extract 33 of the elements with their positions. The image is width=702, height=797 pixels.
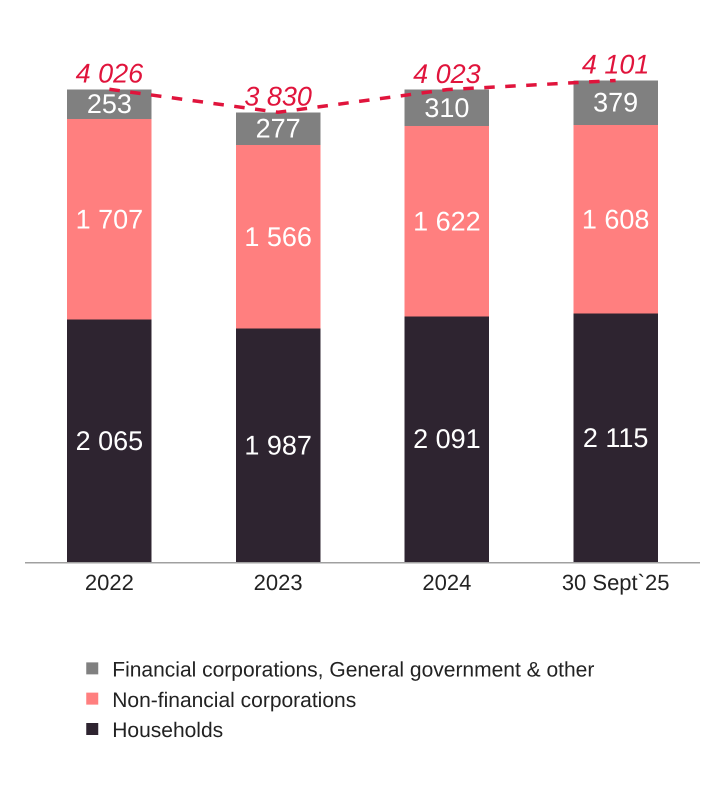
- bar: [573, 124, 658, 314]
- data-label: 277: [256, 114, 301, 144]
- bar: [67, 119, 152, 320]
- bar: [67, 320, 152, 562]
- data-label: 2 115: [582, 422, 648, 453]
- bar: [404, 316, 490, 562]
- data-label: 379: [593, 88, 638, 118]
- bar: [573, 80, 658, 125]
- bar: [236, 112, 320, 145]
- x-tick-label: 2024: [422, 570, 472, 595]
- data-label: 1 707: [76, 204, 144, 234]
- bar: [236, 328, 320, 562]
- data-label: 4 026: [76, 58, 144, 89]
- data-label: 1 987: [244, 430, 312, 460]
- x-tick-label: 30 Sept`25: [562, 570, 670, 595]
- bar: [236, 144, 320, 329]
- data-label: 2 065: [76, 426, 144, 456]
- legend-label: Households: [112, 719, 224, 742]
- data-label: 1 622: [413, 206, 481, 236]
- x-tick-label: 2023: [254, 570, 303, 595]
- bar: [573, 314, 658, 562]
- x-tick-label: 2022: [84, 570, 134, 595]
- data-label: 310: [424, 92, 470, 123]
- data-label: 4 023: [413, 58, 481, 89]
- data-label: 1 608: [582, 204, 650, 234]
- bar: [404, 126, 490, 316]
- data-label: 3 830: [244, 82, 312, 112]
- data-label: 1 566: [244, 222, 312, 252]
- data-label: 4 101: [582, 50, 650, 80]
- data-label: 2 091: [413, 424, 481, 454]
- data-label: 253: [86, 89, 132, 120]
- legend-label: Non-financial corporations: [112, 688, 356, 712]
- legend-label: Financial corporations, General government & other: [112, 658, 594, 682]
